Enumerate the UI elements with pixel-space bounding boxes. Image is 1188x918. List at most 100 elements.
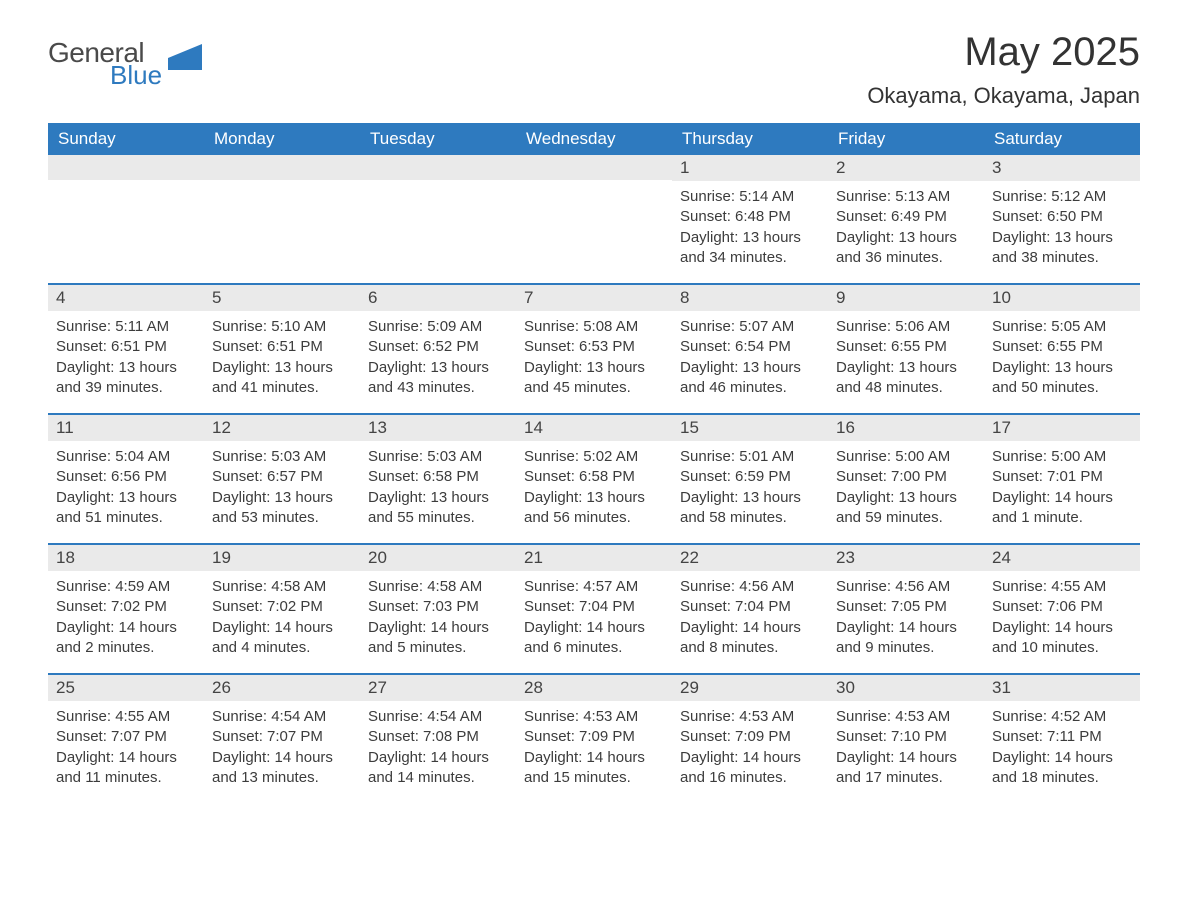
daylight-text: Daylight: 14 hours and 14 minutes. (368, 748, 508, 789)
weekday-header: Friday (828, 123, 984, 155)
sunrise-text: Sunrise: 4:58 AM (368, 577, 508, 597)
sunset-text: Sunset: 7:09 PM (524, 727, 664, 747)
day-number (204, 155, 360, 180)
sunset-text: Sunset: 6:57 PM (212, 467, 352, 487)
day-cell: 14Sunrise: 5:02 AMSunset: 6:58 PMDayligh… (516, 415, 672, 543)
day-cell: 17Sunrise: 5:00 AMSunset: 7:01 PMDayligh… (984, 415, 1140, 543)
sunrise-text: Sunrise: 5:14 AM (680, 187, 820, 207)
sunset-text: Sunset: 7:07 PM (56, 727, 196, 747)
day-body: Sunrise: 5:14 AMSunset: 6:48 PMDaylight:… (672, 181, 828, 274)
daylight-text: Daylight: 14 hours and 11 minutes. (56, 748, 196, 789)
brand-word2: Blue (110, 63, 162, 88)
weeks-container: 1Sunrise: 5:14 AMSunset: 6:48 PMDaylight… (48, 155, 1140, 803)
header-block: General Blue May 2025 Okayama, Okayama, … (48, 30, 1140, 119)
day-number: 2 (828, 155, 984, 181)
sunrise-text: Sunrise: 4:59 AM (56, 577, 196, 597)
day-body: Sunrise: 5:03 AMSunset: 6:58 PMDaylight:… (360, 441, 516, 534)
week-row: 11Sunrise: 5:04 AMSunset: 6:56 PMDayligh… (48, 413, 1140, 543)
day-body: Sunrise: 4:54 AMSunset: 7:08 PMDaylight:… (360, 701, 516, 794)
day-cell: 26Sunrise: 4:54 AMSunset: 7:07 PMDayligh… (204, 675, 360, 803)
sunset-text: Sunset: 7:06 PM (992, 597, 1132, 617)
brand-logo: General Blue (48, 40, 202, 87)
day-number: 12 (204, 415, 360, 441)
day-number: 29 (672, 675, 828, 701)
sunrise-text: Sunrise: 5:10 AM (212, 317, 352, 337)
day-number: 5 (204, 285, 360, 311)
day-body: Sunrise: 5:12 AMSunset: 6:50 PMDaylight:… (984, 181, 1140, 274)
day-body: Sunrise: 4:57 AMSunset: 7:04 PMDaylight:… (516, 571, 672, 664)
day-cell: 21Sunrise: 4:57 AMSunset: 7:04 PMDayligh… (516, 545, 672, 673)
sunset-text: Sunset: 7:08 PM (368, 727, 508, 747)
sunrise-text: Sunrise: 5:11 AM (56, 317, 196, 337)
sunset-text: Sunset: 6:55 PM (836, 337, 976, 357)
sunset-text: Sunset: 7:10 PM (836, 727, 976, 747)
daylight-text: Daylight: 13 hours and 39 minutes. (56, 358, 196, 399)
day-body: Sunrise: 4:56 AMSunset: 7:05 PMDaylight:… (828, 571, 984, 664)
daylight-text: Daylight: 13 hours and 41 minutes. (212, 358, 352, 399)
day-body: Sunrise: 5:11 AMSunset: 6:51 PMDaylight:… (48, 311, 204, 404)
day-number (516, 155, 672, 180)
day-body: Sunrise: 4:53 AMSunset: 7:10 PMDaylight:… (828, 701, 984, 794)
day-cell: 30Sunrise: 4:53 AMSunset: 7:10 PMDayligh… (828, 675, 984, 803)
sunset-text: Sunset: 6:50 PM (992, 207, 1132, 227)
day-number: 31 (984, 675, 1140, 701)
day-body: Sunrise: 5:09 AMSunset: 6:52 PMDaylight:… (360, 311, 516, 404)
sunrise-text: Sunrise: 5:02 AM (524, 447, 664, 467)
day-body: Sunrise: 4:58 AMSunset: 7:02 PMDaylight:… (204, 571, 360, 664)
day-number: 20 (360, 545, 516, 571)
day-number: 4 (48, 285, 204, 311)
weekday-header: Saturday (984, 123, 1140, 155)
day-cell: 3Sunrise: 5:12 AMSunset: 6:50 PMDaylight… (984, 155, 1140, 283)
day-body: Sunrise: 5:06 AMSunset: 6:55 PMDaylight:… (828, 311, 984, 404)
sunset-text: Sunset: 6:58 PM (524, 467, 664, 487)
sunset-text: Sunset: 7:02 PM (212, 597, 352, 617)
sunset-text: Sunset: 6:59 PM (680, 467, 820, 487)
sunset-text: Sunset: 6:52 PM (368, 337, 508, 357)
sunrise-text: Sunrise: 5:03 AM (368, 447, 508, 467)
day-cell: 19Sunrise: 4:58 AMSunset: 7:02 PMDayligh… (204, 545, 360, 673)
day-number: 10 (984, 285, 1140, 311)
daylight-text: Daylight: 13 hours and 51 minutes. (56, 488, 196, 529)
daylight-text: Daylight: 14 hours and 15 minutes. (524, 748, 664, 789)
day-number: 23 (828, 545, 984, 571)
sunrise-text: Sunrise: 4:55 AM (56, 707, 196, 727)
sunset-text: Sunset: 6:48 PM (680, 207, 820, 227)
day-body: Sunrise: 5:00 AMSunset: 7:01 PMDaylight:… (984, 441, 1140, 534)
week-row: 1Sunrise: 5:14 AMSunset: 6:48 PMDaylight… (48, 155, 1140, 283)
day-number: 1 (672, 155, 828, 181)
day-number: 22 (672, 545, 828, 571)
daylight-text: Daylight: 14 hours and 18 minutes. (992, 748, 1132, 789)
brand-text: General Blue (48, 40, 162, 87)
sunrise-text: Sunrise: 4:52 AM (992, 707, 1132, 727)
day-cell (48, 155, 204, 283)
day-body: Sunrise: 5:05 AMSunset: 6:55 PMDaylight:… (984, 311, 1140, 404)
day-cell: 20Sunrise: 4:58 AMSunset: 7:03 PMDayligh… (360, 545, 516, 673)
month-title: May 2025 (867, 30, 1140, 75)
sunset-text: Sunset: 6:58 PM (368, 467, 508, 487)
weekday-header: Monday (204, 123, 360, 155)
sunset-text: Sunset: 7:05 PM (836, 597, 976, 617)
day-number: 8 (672, 285, 828, 311)
day-number: 9 (828, 285, 984, 311)
sunrise-text: Sunrise: 4:53 AM (836, 707, 976, 727)
sunrise-text: Sunrise: 5:07 AM (680, 317, 820, 337)
day-number: 27 (360, 675, 516, 701)
location-text: Okayama, Okayama, Japan (867, 83, 1140, 109)
day-cell: 2Sunrise: 5:13 AMSunset: 6:49 PMDaylight… (828, 155, 984, 283)
day-cell: 15Sunrise: 5:01 AMSunset: 6:59 PMDayligh… (672, 415, 828, 543)
sunset-text: Sunset: 7:11 PM (992, 727, 1132, 747)
day-number: 16 (828, 415, 984, 441)
sunrise-text: Sunrise: 4:53 AM (524, 707, 664, 727)
sunrise-text: Sunrise: 5:00 AM (836, 447, 976, 467)
day-number: 11 (48, 415, 204, 441)
day-cell: 11Sunrise: 5:04 AMSunset: 6:56 PMDayligh… (48, 415, 204, 543)
weekday-header: Wednesday (516, 123, 672, 155)
weekday-header: Thursday (672, 123, 828, 155)
sunset-text: Sunset: 7:04 PM (680, 597, 820, 617)
daylight-text: Daylight: 13 hours and 50 minutes. (992, 358, 1132, 399)
weekday-header: Sunday (48, 123, 204, 155)
day-number: 24 (984, 545, 1140, 571)
sunrise-text: Sunrise: 5:13 AM (836, 187, 976, 207)
daylight-text: Daylight: 13 hours and 36 minutes. (836, 228, 976, 269)
day-cell: 9Sunrise: 5:06 AMSunset: 6:55 PMDaylight… (828, 285, 984, 413)
